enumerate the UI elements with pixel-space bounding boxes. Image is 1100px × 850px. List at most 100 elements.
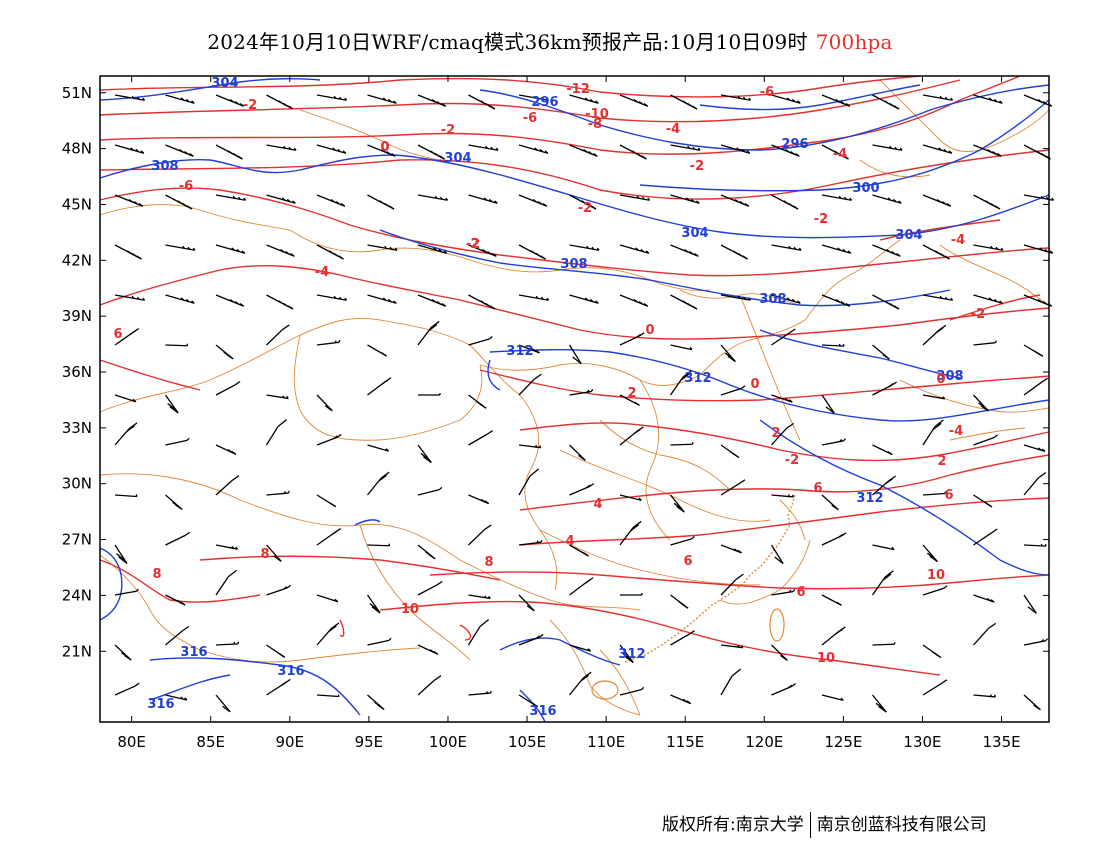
wind-barb <box>720 144 751 154</box>
boundary-line <box>459 559 641 611</box>
wind-barb <box>266 584 291 596</box>
wind-barb <box>973 394 989 412</box>
temperature-label: -12 <box>566 82 590 97</box>
wind-barb <box>771 683 797 696</box>
wind-barb <box>670 536 695 546</box>
wind-barb <box>670 594 689 609</box>
wind-barb <box>215 641 240 646</box>
wind-barb <box>771 494 795 498</box>
wind-barb <box>1023 594 1037 614</box>
temperature-label: -2 <box>466 237 480 252</box>
boundary-line <box>549 619 641 716</box>
wind-barb <box>266 324 290 346</box>
wind-barb <box>316 94 348 101</box>
wind-barb <box>316 594 339 603</box>
wind-barb <box>973 494 993 508</box>
wind-barb <box>619 194 651 201</box>
wind-barb <box>165 437 190 446</box>
boundary-line <box>559 449 771 522</box>
height-isoline <box>487 359 501 391</box>
wind-barb <box>114 394 137 403</box>
wind-barb <box>619 244 650 254</box>
wind-barb <box>215 380 241 396</box>
wind-barb <box>670 694 692 705</box>
lat-label: 51N <box>62 84 92 102</box>
temperature-label: -2 <box>441 123 455 138</box>
height-isoline <box>759 329 961 379</box>
wind-barb <box>468 94 496 110</box>
wind-barb <box>821 394 835 414</box>
height-label: 316 <box>147 697 174 712</box>
height-label: 304 <box>895 228 922 243</box>
wind-barb <box>1023 244 1054 254</box>
wind-barb <box>316 622 340 646</box>
wind-barb <box>316 694 340 698</box>
height-isoline <box>99 547 123 621</box>
wind-barb <box>518 539 543 546</box>
wind-barb <box>114 682 140 696</box>
temperature-isoline <box>99 559 261 603</box>
wind-barb <box>114 544 128 564</box>
wind-barb <box>821 626 846 646</box>
wind-barb <box>821 94 851 107</box>
wind-barb <box>417 644 439 655</box>
wind-barb <box>417 486 443 496</box>
boundary-line <box>804 239 901 321</box>
wind-barb <box>468 524 492 546</box>
temperature-label: 0 <box>380 140 389 155</box>
wind-barb <box>720 573 744 596</box>
height-label: 316 <box>529 704 556 719</box>
temperature-label: -6 <box>179 179 193 194</box>
lat-label: 48N <box>62 140 92 158</box>
wind-barb <box>922 544 938 563</box>
wind-barb <box>215 544 239 550</box>
wind-barb <box>266 678 291 696</box>
wind-barb <box>872 475 897 496</box>
temperature-label: 10 <box>817 651 835 666</box>
wind-barb <box>114 244 142 260</box>
wind-barb <box>670 244 699 257</box>
wind-barb <box>215 244 246 254</box>
temperature-label: 2 <box>937 454 946 469</box>
title-level: 700hpa <box>815 30 893 54</box>
temperature-label: 4 <box>565 534 574 549</box>
wind-barb <box>468 690 492 696</box>
boundary-line <box>879 79 1050 152</box>
temperature-contours <box>99 75 1050 676</box>
wind-barb <box>266 394 289 400</box>
wind-barb <box>871 694 887 713</box>
wind-barb <box>114 588 139 596</box>
wind-barb <box>367 637 392 646</box>
wind-barb <box>720 94 752 101</box>
wind-barb <box>922 679 948 696</box>
wind-barb <box>215 344 234 360</box>
wind-barb <box>1023 543 1047 547</box>
wind-barb <box>468 194 498 204</box>
temperature-isoline <box>99 75 1021 155</box>
wind-barb <box>569 194 597 210</box>
wind-barb <box>165 531 191 546</box>
boundary-line <box>519 394 558 591</box>
hainan-island <box>591 680 619 700</box>
wind-barb <box>872 344 890 360</box>
wind-barb <box>973 340 998 346</box>
lon-label: 125E <box>824 733 862 751</box>
wind-barb <box>266 94 294 110</box>
wind-barb <box>1023 377 1049 396</box>
temperature-label: -6 <box>523 111 537 126</box>
boundary-line <box>199 647 421 663</box>
wind-barb <box>1023 144 1051 160</box>
wind-barb <box>620 593 643 596</box>
wind-barb <box>417 320 440 346</box>
wind-barb <box>872 194 902 204</box>
lat-label: 33N <box>62 419 92 437</box>
wind-barb <box>468 244 497 257</box>
lon-label: 105E <box>508 733 546 751</box>
wind-barb <box>417 544 436 560</box>
copyright-footer: 版权所有:南京大学 南京创蓝科技有限公司 <box>662 810 987 838</box>
temperature-label: -4 <box>949 424 963 439</box>
wind-barb <box>417 444 432 464</box>
temperature-label: 6 <box>944 488 953 503</box>
footer-right: 南京创蓝科技有限公司 <box>816 815 987 835</box>
wind-barb <box>973 294 1003 304</box>
